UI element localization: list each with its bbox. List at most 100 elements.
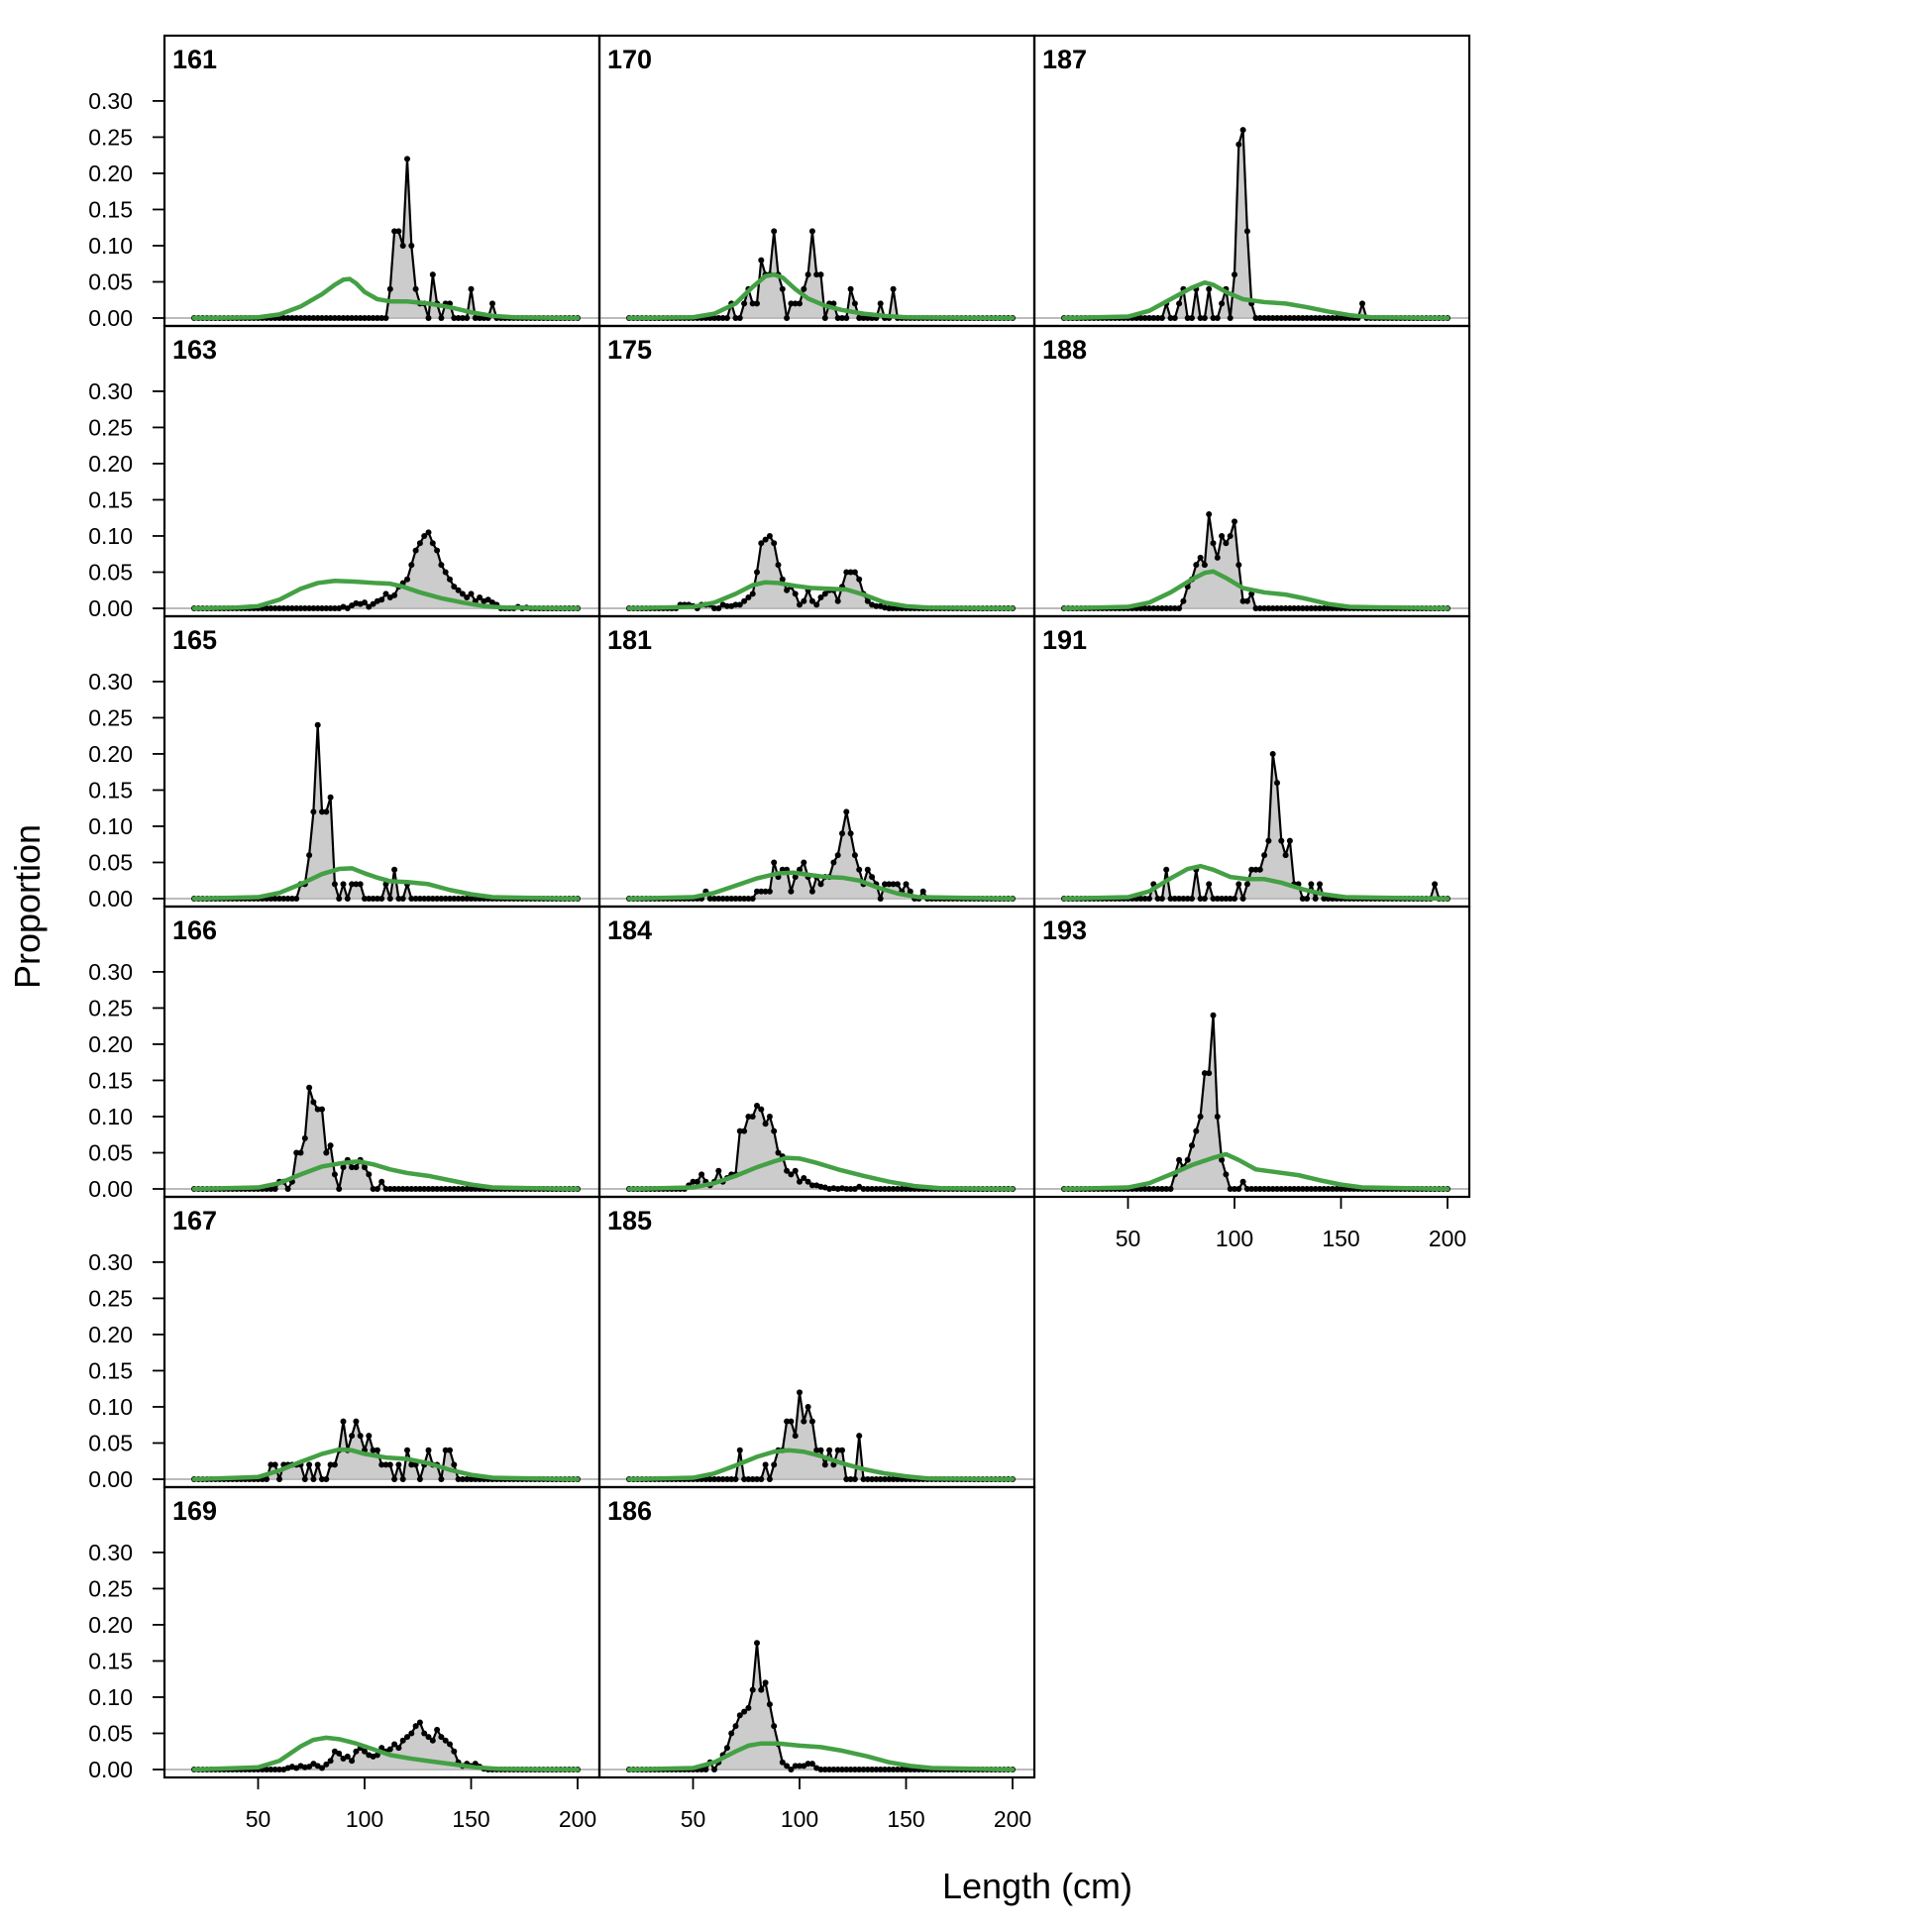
y-tick-label: 0.20 — [88, 1612, 133, 1638]
observed-point — [843, 1767, 850, 1772]
observed-point — [425, 1734, 432, 1741]
observed-point — [843, 1186, 850, 1192]
observed-point — [694, 1178, 700, 1185]
observed-point — [843, 315, 850, 321]
observed-area-185 — [629, 1392, 1013, 1479]
observed-point — [374, 1447, 380, 1453]
observed-point — [779, 1759, 786, 1766]
y-tick-label: 0.25 — [88, 704, 133, 730]
observed-point — [732, 896, 739, 902]
observed-point — [856, 1767, 863, 1772]
observed-point — [353, 881, 360, 888]
observed-point — [1282, 1186, 1289, 1192]
observed-point — [455, 896, 462, 902]
panel-label: 166 — [172, 915, 217, 945]
observed-point — [758, 540, 765, 547]
observed-point — [395, 228, 402, 235]
observed-point — [847, 1186, 854, 1192]
observed-point — [736, 1712, 743, 1719]
observed-point — [762, 1121, 769, 1127]
observed-point — [264, 1767, 270, 1772]
observed-point — [382, 1186, 389, 1192]
observed-point — [1184, 896, 1191, 902]
observed-point — [327, 605, 334, 611]
observed-point — [771, 1127, 778, 1134]
panel-label: 170 — [607, 45, 652, 74]
observed-point — [447, 1447, 453, 1453]
observed-point — [1141, 605, 1148, 611]
observed-point — [1243, 1186, 1250, 1192]
observed-point — [715, 605, 722, 611]
observed-point — [736, 896, 743, 902]
observed-point — [797, 1178, 803, 1185]
observed-point — [1201, 315, 1208, 321]
observed-point — [754, 1640, 760, 1647]
observed-point — [1146, 1186, 1152, 1192]
observed-point — [813, 601, 820, 608]
observed-point — [323, 1476, 330, 1482]
expected-line-191 — [1061, 863, 1450, 902]
observed-point — [271, 605, 278, 611]
observed-point — [353, 1418, 360, 1425]
observed-point — [429, 1186, 436, 1192]
observed-point — [851, 852, 858, 859]
observed-point — [1189, 315, 1195, 321]
observed-point — [472, 315, 479, 321]
observed-point — [349, 1758, 356, 1765]
panel-label: 184 — [607, 915, 652, 945]
observed-point — [412, 285, 419, 292]
observed-point — [344, 1753, 351, 1760]
observed-point — [340, 881, 347, 888]
observed-point — [801, 1418, 807, 1425]
observed-point — [382, 1461, 389, 1468]
observed-point — [736, 1447, 743, 1453]
observed-point — [1232, 271, 1237, 278]
y-tick-label: 0.30 — [88, 88, 133, 114]
observed-point — [374, 1186, 380, 1192]
observed-point — [280, 605, 287, 611]
observed-point — [728, 1730, 735, 1737]
observed-point — [425, 1186, 432, 1192]
observed-point — [860, 315, 867, 321]
observed-point — [762, 888, 769, 895]
observed-point — [899, 1186, 906, 1192]
observed-point — [1321, 605, 1328, 611]
observed-point — [1312, 315, 1319, 321]
observed-point — [268, 605, 274, 611]
observed-point — [455, 1476, 462, 1482]
observed-point — [386, 1461, 393, 1468]
observed-point — [370, 315, 376, 321]
observed-point — [711, 1476, 717, 1482]
observed-point — [1146, 315, 1152, 321]
observed-point — [801, 597, 807, 604]
observed-point — [1304, 605, 1311, 611]
observed-point — [843, 569, 850, 576]
observed-point — [1193, 1127, 1200, 1134]
observed-point — [386, 1746, 393, 1753]
observed-point — [399, 242, 406, 249]
observed-point — [1261, 1186, 1268, 1192]
observed-point — [706, 1476, 713, 1482]
y-tick-label: 0.00 — [88, 1176, 133, 1202]
observed-point — [429, 1737, 436, 1744]
observed-point — [886, 1186, 893, 1192]
observed-point — [723, 315, 730, 321]
observed-point — [886, 881, 893, 888]
observed-point — [459, 315, 466, 321]
observed-point — [1206, 285, 1213, 292]
observed-point — [442, 1737, 449, 1744]
panel-label: 185 — [607, 1206, 652, 1235]
observed-point — [1167, 315, 1174, 321]
observed-point — [792, 300, 799, 307]
x-tick-label: 150 — [887, 1806, 924, 1832]
observed-point — [425, 1447, 432, 1453]
observed-point — [1321, 315, 1328, 321]
observed-point — [847, 569, 854, 576]
observed-point — [801, 285, 807, 292]
observed-point — [797, 300, 803, 307]
expected-line-169 — [191, 1735, 581, 1772]
observed-point — [890, 1476, 897, 1482]
x-tick-label: 150 — [452, 1806, 489, 1832]
observed-point — [331, 605, 338, 611]
observed-point — [1432, 881, 1439, 888]
